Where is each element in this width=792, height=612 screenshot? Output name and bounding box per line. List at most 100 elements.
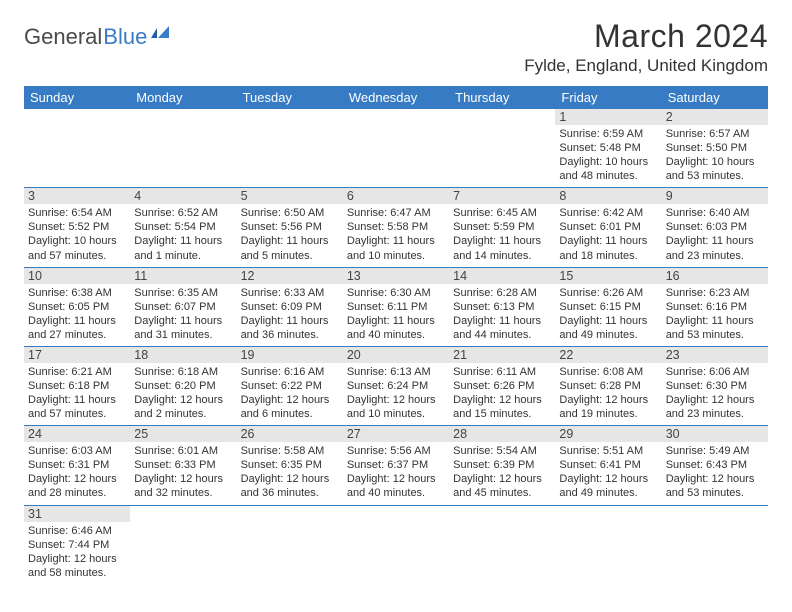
day-info: Sunrise: 6:16 AMSunset: 6:22 PMDaylight:… [241, 365, 339, 421]
day-info: Sunrise: 6:33 AMSunset: 6:09 PMDaylight:… [241, 286, 339, 342]
day-number: 16 [662, 268, 768, 284]
day-number: 31 [24, 506, 130, 522]
day-number: 18 [130, 347, 236, 363]
day-info: Sunrise: 6:42 AMSunset: 6:01 PMDaylight:… [559, 206, 657, 262]
calendar-cell: 12Sunrise: 6:33 AMSunset: 6:09 PMDayligh… [237, 267, 343, 346]
calendar-cell: 26 Sunrise: 5:58 AMSunset: 6:35 PMDayligh… [237, 426, 343, 505]
calendar-cell: 29 Sunrise: 5:51 AMSunset: 6:41 PMDayligh… [555, 426, 661, 505]
calendar-cell: 13 Sunrise: 6:30 AMSunset: 6:11 PMDayligh… [343, 267, 449, 346]
day-number: 15 [555, 268, 661, 284]
weekday-header: Friday [555, 86, 661, 109]
day-info: Sunrise: 6:01 AMSunset: 6:33 PMDaylight:… [134, 444, 232, 500]
day-number: 17 [24, 347, 130, 363]
calendar-cell [449, 505, 555, 584]
calendar-cell: 16 Sunrise: 6:23 AMSunset: 6:16 PMDayligh… [662, 267, 768, 346]
calendar-cell: 7Sunrise: 6:45 AMSunset: 5:59 PMDaylight… [449, 188, 555, 267]
calendar-cell [130, 109, 236, 188]
calendar-cell: 14 Sunrise: 6:28 AMSunset: 6:13 PMDayligh… [449, 267, 555, 346]
day-number: 29 [555, 426, 661, 442]
day-number: 14 [449, 268, 555, 284]
calendar-cell: 3 Sunrise: 6:54 AMSunset: 5:52 PMDaylight… [24, 188, 130, 267]
location-text: Fylde, England, United Kingdom [524, 56, 768, 76]
day-info: Sunrise: 6:54 AMSunset: 5:52 PMDaylight:… [28, 206, 126, 262]
calendar-cell [449, 109, 555, 188]
day-number: 10 [24, 268, 130, 284]
day-info: Sunrise: 6:47 AMSunset: 5:58 PMDaylight:… [347, 206, 445, 262]
logo-text-general: General [24, 24, 102, 50]
day-info: Sunrise: 6:23 AMSunset: 6:16 PMDaylight:… [666, 286, 764, 342]
calendar-cell: 21Sunrise: 6:11 AMSunset: 6:26 PMDayligh… [449, 346, 555, 425]
day-number: 28 [449, 426, 555, 442]
weekday-header: Tuesday [237, 86, 343, 109]
day-info: Sunrise: 5:49 AMSunset: 6:43 PMDaylight:… [666, 444, 764, 500]
day-info: Sunrise: 6:11 AMSunset: 6:26 PMDaylight:… [453, 365, 551, 421]
calendar-cell [237, 109, 343, 188]
day-info: Sunrise: 5:58 AMSunset: 6:35 PMDaylight:… [241, 444, 339, 500]
calendar-cell: 6 Sunrise: 6:47 AMSunset: 5:58 PMDaylight… [343, 188, 449, 267]
day-info: Sunrise: 6:13 AMSunset: 6:24 PMDaylight:… [347, 365, 445, 421]
calendar-cell: 24 Sunrise: 6:03 AMSunset: 6:31 PMDayligh… [24, 426, 130, 505]
day-info: Sunrise: 5:51 AMSunset: 6:41 PMDaylight:… [559, 444, 657, 500]
calendar-cell: 8Sunrise: 6:42 AMSunset: 6:01 PMDaylight… [555, 188, 661, 267]
flag-icon [151, 24, 177, 42]
calendar-cell: 23Sunrise: 6:06 AMSunset: 6:30 PMDayligh… [662, 346, 768, 425]
day-number: 20 [343, 347, 449, 363]
day-info: Sunrise: 6:59 AMSunset: 5:48 PMDaylight:… [559, 127, 657, 183]
weekday-header: Thursday [449, 86, 555, 109]
day-number: 24 [24, 426, 130, 442]
day-info: Sunrise: 6:03 AMSunset: 6:31 PMDaylight:… [28, 444, 126, 500]
day-info: Sunrise: 6:26 AMSunset: 6:15 PMDaylight:… [559, 286, 657, 342]
day-info: Sunrise: 6:40 AMSunset: 6:03 PMDaylight:… [666, 206, 764, 262]
title-block: March 2024 Fylde, England, United Kingdo… [524, 18, 768, 76]
calendar-cell [343, 109, 449, 188]
calendar-cell: 30 Sunrise: 5:49 AMSunset: 6:43 PMDayligh… [662, 426, 768, 505]
page-title: March 2024 [524, 18, 768, 55]
day-info: Sunrise: 6:28 AMSunset: 6:13 PMDaylight:… [453, 286, 551, 342]
calendar-cell: 20 Sunrise: 6:13 AMSunset: 6:24 PMDayligh… [343, 346, 449, 425]
day-number: 4 [130, 188, 236, 204]
day-number: 9 [662, 188, 768, 204]
logo-text-blue: Blue [103, 24, 147, 50]
day-number: 6 [343, 188, 449, 204]
header: GeneralBlue March 2024 Fylde, England, U… [24, 18, 768, 76]
calendar-cell [24, 109, 130, 188]
calendar-table: SundayMondayTuesdayWednesdayThursdayFrid… [24, 86, 768, 584]
day-number: 19 [237, 347, 343, 363]
weekday-header: Wednesday [343, 86, 449, 109]
calendar-cell: 25 Sunrise: 6:01 AMSunset: 6:33 PMDayligh… [130, 426, 236, 505]
weekday-header: Monday [130, 86, 236, 109]
calendar-body: 1Sunrise: 6:59 AMSunset: 5:48 PMDaylight… [24, 109, 768, 584]
day-info: Sunrise: 5:56 AMSunset: 6:37 PMDaylight:… [347, 444, 445, 500]
day-number: 3 [24, 188, 130, 204]
day-info: Sunrise: 6:30 AMSunset: 6:11 PMDaylight:… [347, 286, 445, 342]
day-info: Sunrise: 6:45 AMSunset: 5:59 PMDaylight:… [453, 206, 551, 262]
calendar-header-row: SundayMondayTuesdayWednesdayThursdayFrid… [24, 86, 768, 109]
calendar-cell: 1Sunrise: 6:59 AMSunset: 5:48 PMDaylight… [555, 109, 661, 188]
day-info: Sunrise: 6:18 AMSunset: 6:20 PMDaylight:… [134, 365, 232, 421]
day-number: 30 [662, 426, 768, 442]
calendar-cell [343, 505, 449, 584]
calendar-cell: 9 Sunrise: 6:40 AMSunset: 6:03 PMDaylight… [662, 188, 768, 267]
calendar-cell [237, 505, 343, 584]
calendar-cell: 2Sunrise: 6:57 AMSunset: 5:50 PMDaylight… [662, 109, 768, 188]
calendar-cell: 17Sunrise: 6:21 AMSunset: 6:18 PMDayligh… [24, 346, 130, 425]
weekday-header: Saturday [662, 86, 768, 109]
calendar-cell [130, 505, 236, 584]
day-number: 25 [130, 426, 236, 442]
day-info: Sunrise: 6:52 AMSunset: 5:54 PMDaylight:… [134, 206, 232, 262]
calendar-cell: 22Sunrise: 6:08 AMSunset: 6:28 PMDayligh… [555, 346, 661, 425]
day-number: 26 [237, 426, 343, 442]
calendar-cell: 28Sunrise: 5:54 AMSunset: 6:39 PMDayligh… [449, 426, 555, 505]
day-info: Sunrise: 6:06 AMSunset: 6:30 PMDaylight:… [666, 365, 764, 421]
day-info: Sunrise: 6:38 AMSunset: 6:05 PMDaylight:… [28, 286, 126, 342]
calendar-cell: 31Sunrise: 6:46 AMSunset: 7:44 PMDayligh… [24, 505, 130, 584]
day-number: 27 [343, 426, 449, 442]
day-number: 11 [130, 268, 236, 284]
day-info: Sunrise: 6:50 AMSunset: 5:56 PMDaylight:… [241, 206, 339, 262]
calendar-cell: 4 Sunrise: 6:52 AMSunset: 5:54 PMDaylight… [130, 188, 236, 267]
day-info: Sunrise: 6:08 AMSunset: 6:28 PMDaylight:… [559, 365, 657, 421]
day-number: 2 [662, 109, 768, 125]
day-number: 13 [343, 268, 449, 284]
calendar-cell: 11Sunrise: 6:35 AMSunset: 6:07 PMDayligh… [130, 267, 236, 346]
weekday-header: Sunday [24, 86, 130, 109]
